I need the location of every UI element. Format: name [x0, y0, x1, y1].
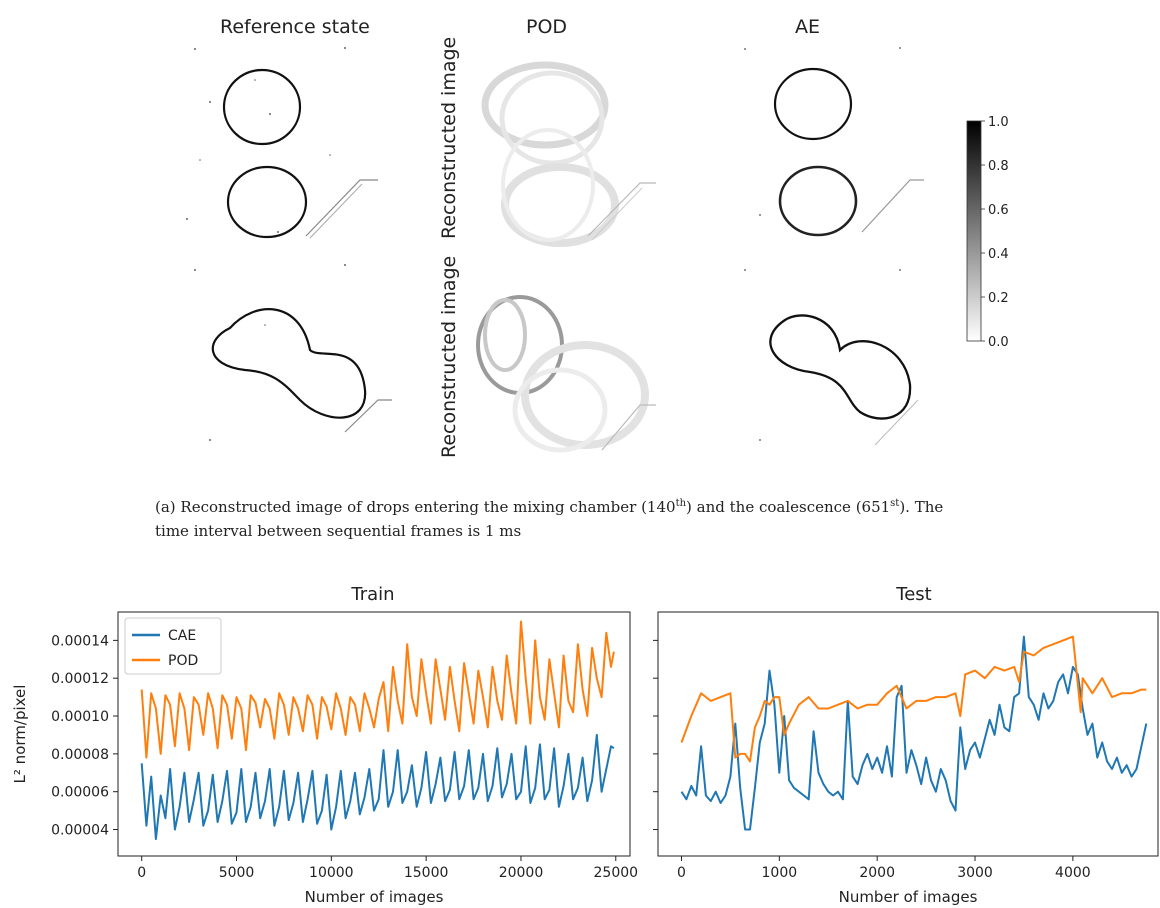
- colorbar-tick: 0.6: [988, 203, 1009, 218]
- x-tick-label: 25000: [594, 865, 639, 881]
- reference-bottom-image: [194, 264, 392, 441]
- test-chart-title: Test: [895, 584, 931, 605]
- x-tick-label: 20000: [499, 865, 544, 881]
- col-title-reference: Reference state: [220, 16, 370, 38]
- reference-top-image: [186, 47, 378, 239]
- image-grid: 1.0 0.8 0.6 0.4 0.2 0.0: [186, 47, 1009, 453]
- colorbar-tick: 0.0: [988, 335, 1009, 350]
- y-tick-label: 0.00006: [51, 785, 109, 801]
- train-chart: Train 0 5000 10000 15000 20000 25000 0.00004 0.…: [11, 584, 638, 906]
- series-line-pod: [140, 620, 615, 759]
- x-tick-label: 2000: [859, 865, 895, 881]
- test-plot-area: [657, 611, 1159, 857]
- y-tick-label: 0.00010: [51, 709, 109, 725]
- error-charts: Train 0 5000 10000 15000 20000 250000.000040.…: [11, 584, 1159, 906]
- x-tick-label: 4000: [1055, 865, 1091, 881]
- y-tick-label: 0.00004: [51, 823, 109, 839]
- ae-top-image: [744, 47, 924, 237]
- x-tick-label: 0: [677, 865, 686, 881]
- series-line-cae: [680, 635, 1148, 831]
- pod-bottom-image: [476, 295, 656, 453]
- col-title-pod: POD: [526, 16, 568, 38]
- x-tick-label: 1000: [762, 865, 798, 881]
- ae-bottom-image: [744, 269, 919, 446]
- x-tick-label: 10000: [309, 865, 354, 881]
- train-chart-title: Train: [350, 584, 394, 605]
- series-line-pod: [680, 635, 1147, 763]
- test-chart: Test 0 1000 2000 3000 4000 Number of images: [653, 584, 1159, 906]
- train-plot-area: [117, 611, 631, 857]
- train-ylabel: L² norm/pixel: [11, 685, 29, 784]
- x-tick-label: 5000: [219, 865, 255, 881]
- colorbar-tick: 0.4: [988, 247, 1009, 262]
- colorbar-tick: 0.8: [988, 159, 1009, 174]
- figure-caption: (a) Reconstructed image of drops enterin…: [155, 498, 944, 540]
- test-xlabel: Number of images: [839, 888, 978, 906]
- legend: CAE POD: [124, 617, 222, 675]
- y-tick-label: 0.00014: [51, 633, 109, 649]
- series-line-cae: [140, 733, 615, 840]
- x-tick-label: 0: [137, 865, 146, 881]
- colorbar-tick: 0.2: [988, 291, 1009, 306]
- y-tick-label: 0.00008: [51, 747, 109, 763]
- train-xlabel: Number of images: [305, 888, 444, 906]
- x-tick-label: 3000: [957, 865, 993, 881]
- colorbar: 1.0 0.8 0.6 0.4 0.2 0.0: [966, 115, 1009, 350]
- legend-pod: POD: [168, 653, 198, 669]
- y-tick-label: 0.00012: [51, 671, 109, 687]
- col-title-ae: AE: [795, 16, 821, 38]
- colorbar-tick: 1.0: [988, 115, 1009, 130]
- x-tick-label: 15000: [404, 865, 449, 881]
- pod-top-image: [481, 61, 656, 247]
- legend-cae: CAE: [168, 628, 196, 644]
